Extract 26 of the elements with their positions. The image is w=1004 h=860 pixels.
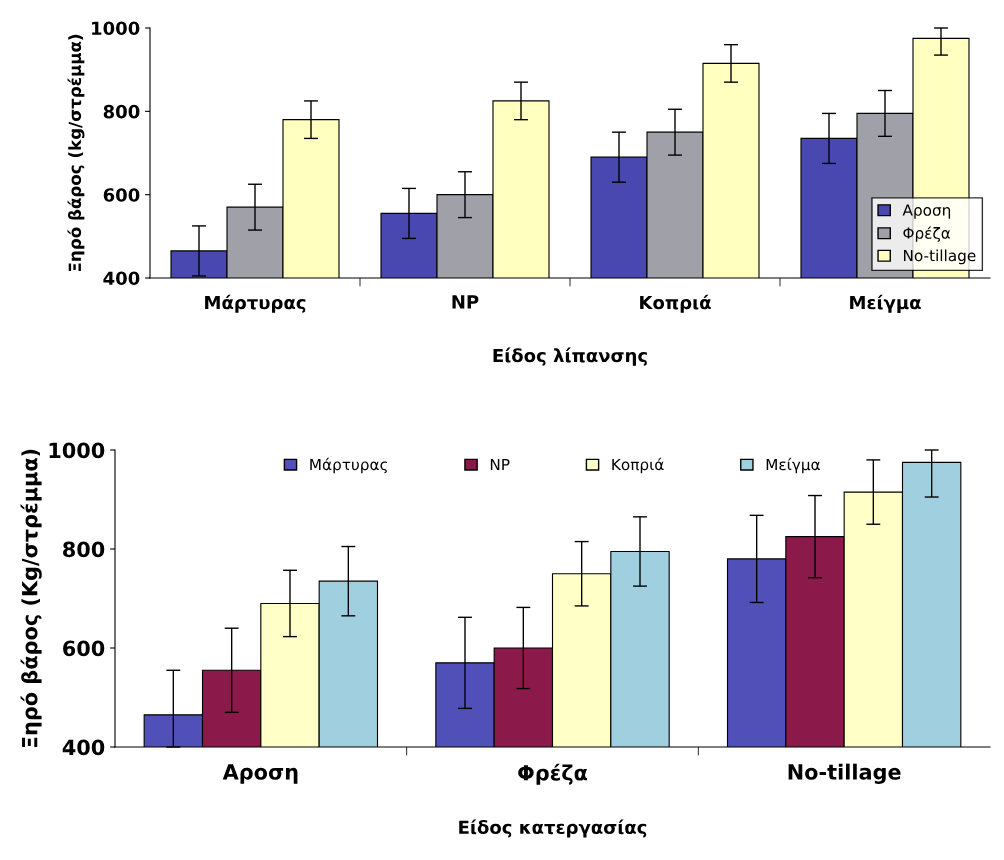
- x-axis-title: Είδος κατεργασίας: [459, 819, 647, 838]
- y-tick-label: 1000: [49, 442, 105, 459]
- y-tick-label: 800: [103, 104, 140, 119]
- x-tick-label: Μάρτυρας: [205, 294, 306, 313]
- y-tick-label: 800: [63, 541, 105, 558]
- x-axis-title: Είδος λίπανσης: [493, 347, 647, 366]
- x-tick-label: Κοπριά: [640, 294, 711, 313]
- y-tick-label: 600: [103, 188, 140, 202]
- x-tick-label: Μείγμα: [850, 294, 921, 313]
- legend-label: Αροση: [902, 204, 951, 219]
- legend-label: No-tillage: [903, 249, 976, 265]
- y-tick-label: 400: [62, 739, 105, 756]
- legend-label: Μείγμα: [766, 457, 820, 474]
- legend-label: NP: [490, 458, 510, 471]
- y-axis-title: Ξηρό βάρος (kg/στρέμμα): [67, 34, 85, 271]
- x-tick-label: Φρέζα: [518, 763, 588, 785]
- x-tick-label: No-tillage: [788, 763, 901, 784]
- y-tick-label: 600: [63, 640, 105, 657]
- y-axis-title: Ξηρό βάρος (Kg/στρέμμα): [20, 449, 42, 748]
- x-tick-label: NP: [452, 295, 479, 309]
- legend-label: Κοπριά: [612, 457, 664, 474]
- x-tick-label: Αροση: [222, 764, 298, 784]
- y-tick-label: 400: [103, 271, 140, 286]
- y-tick-label: 1000: [92, 21, 140, 36]
- legend-label: Φρέζα: [903, 226, 951, 242]
- legend-label: Μάρτυρας: [310, 457, 388, 474]
